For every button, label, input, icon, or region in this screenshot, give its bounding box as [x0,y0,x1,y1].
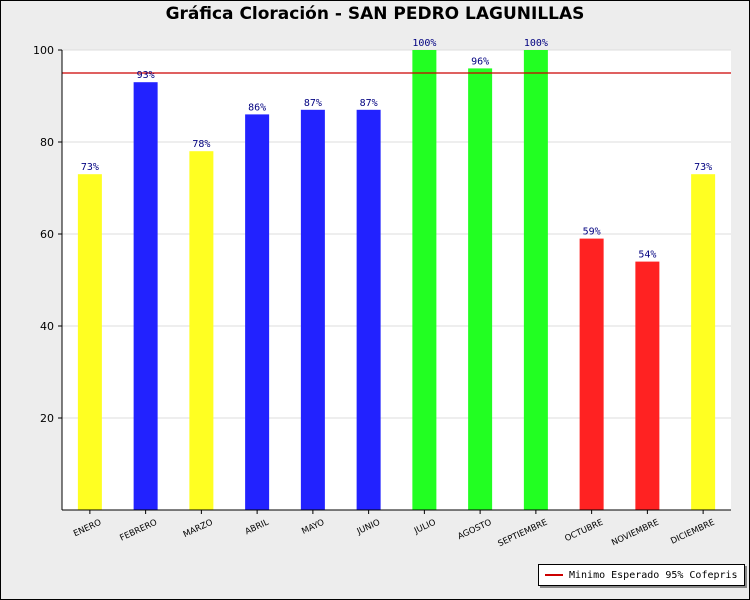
data-label: 78% [192,139,210,150]
bar [189,151,214,510]
x-tick-label: DICIEMBRE [669,518,716,547]
x-tick-label: FEBRERO [118,518,159,544]
x-tick-label: OCTUBRE [563,518,605,544]
y-tick-label: 40 [40,320,54,333]
x-tick-label: MAYO [300,518,326,537]
plot-area [62,50,731,510]
data-label: 73% [694,162,712,173]
data-label: 86% [248,102,266,113]
x-tick-label: SEPTIEMBRE [497,518,550,550]
x-tick-label: ABRIL [244,518,271,538]
bar [77,174,102,510]
y-tick-label: 100 [33,44,54,57]
bar [523,50,548,510]
bar [300,109,325,511]
data-label: 87% [304,98,322,109]
bar [412,50,437,510]
data-label: 100% [412,38,436,49]
x-tick-label: JUNIO [355,518,382,538]
data-label: 59% [583,227,601,238]
x-tick-label: AGOSTO [456,518,493,543]
data-label: 96% [471,56,489,67]
legend-label: Minimo Esperado 95% Cofepris [569,569,738,581]
bar [468,68,493,511]
bar [356,109,381,511]
data-label: 54% [638,250,656,261]
bar [245,114,270,511]
data-label: 100% [524,38,548,49]
y-tick-label: 20 [40,412,54,425]
legend: Minimo Esperado 95% Cofepris [538,564,745,586]
data-label: 93% [137,70,155,81]
bar [691,174,716,510]
x-tick-label: JULIO [412,518,438,537]
bar [133,82,158,510]
legend-swatch [545,574,563,576]
bar [579,238,604,510]
x-tick-label: NOVIEMBRE [610,518,660,549]
chart-title: Gráfica Cloración - SAN PEDRO LAGUNILLAS [165,4,585,24]
data-label: 73% [81,162,99,173]
y-tick-label: 80 [40,136,54,149]
x-tick-label: MARZO [182,518,215,541]
y-tick-label: 60 [40,228,54,241]
data-label: 87% [360,98,378,109]
bar [635,261,660,510]
x-tick-label: ENERO [72,518,103,540]
